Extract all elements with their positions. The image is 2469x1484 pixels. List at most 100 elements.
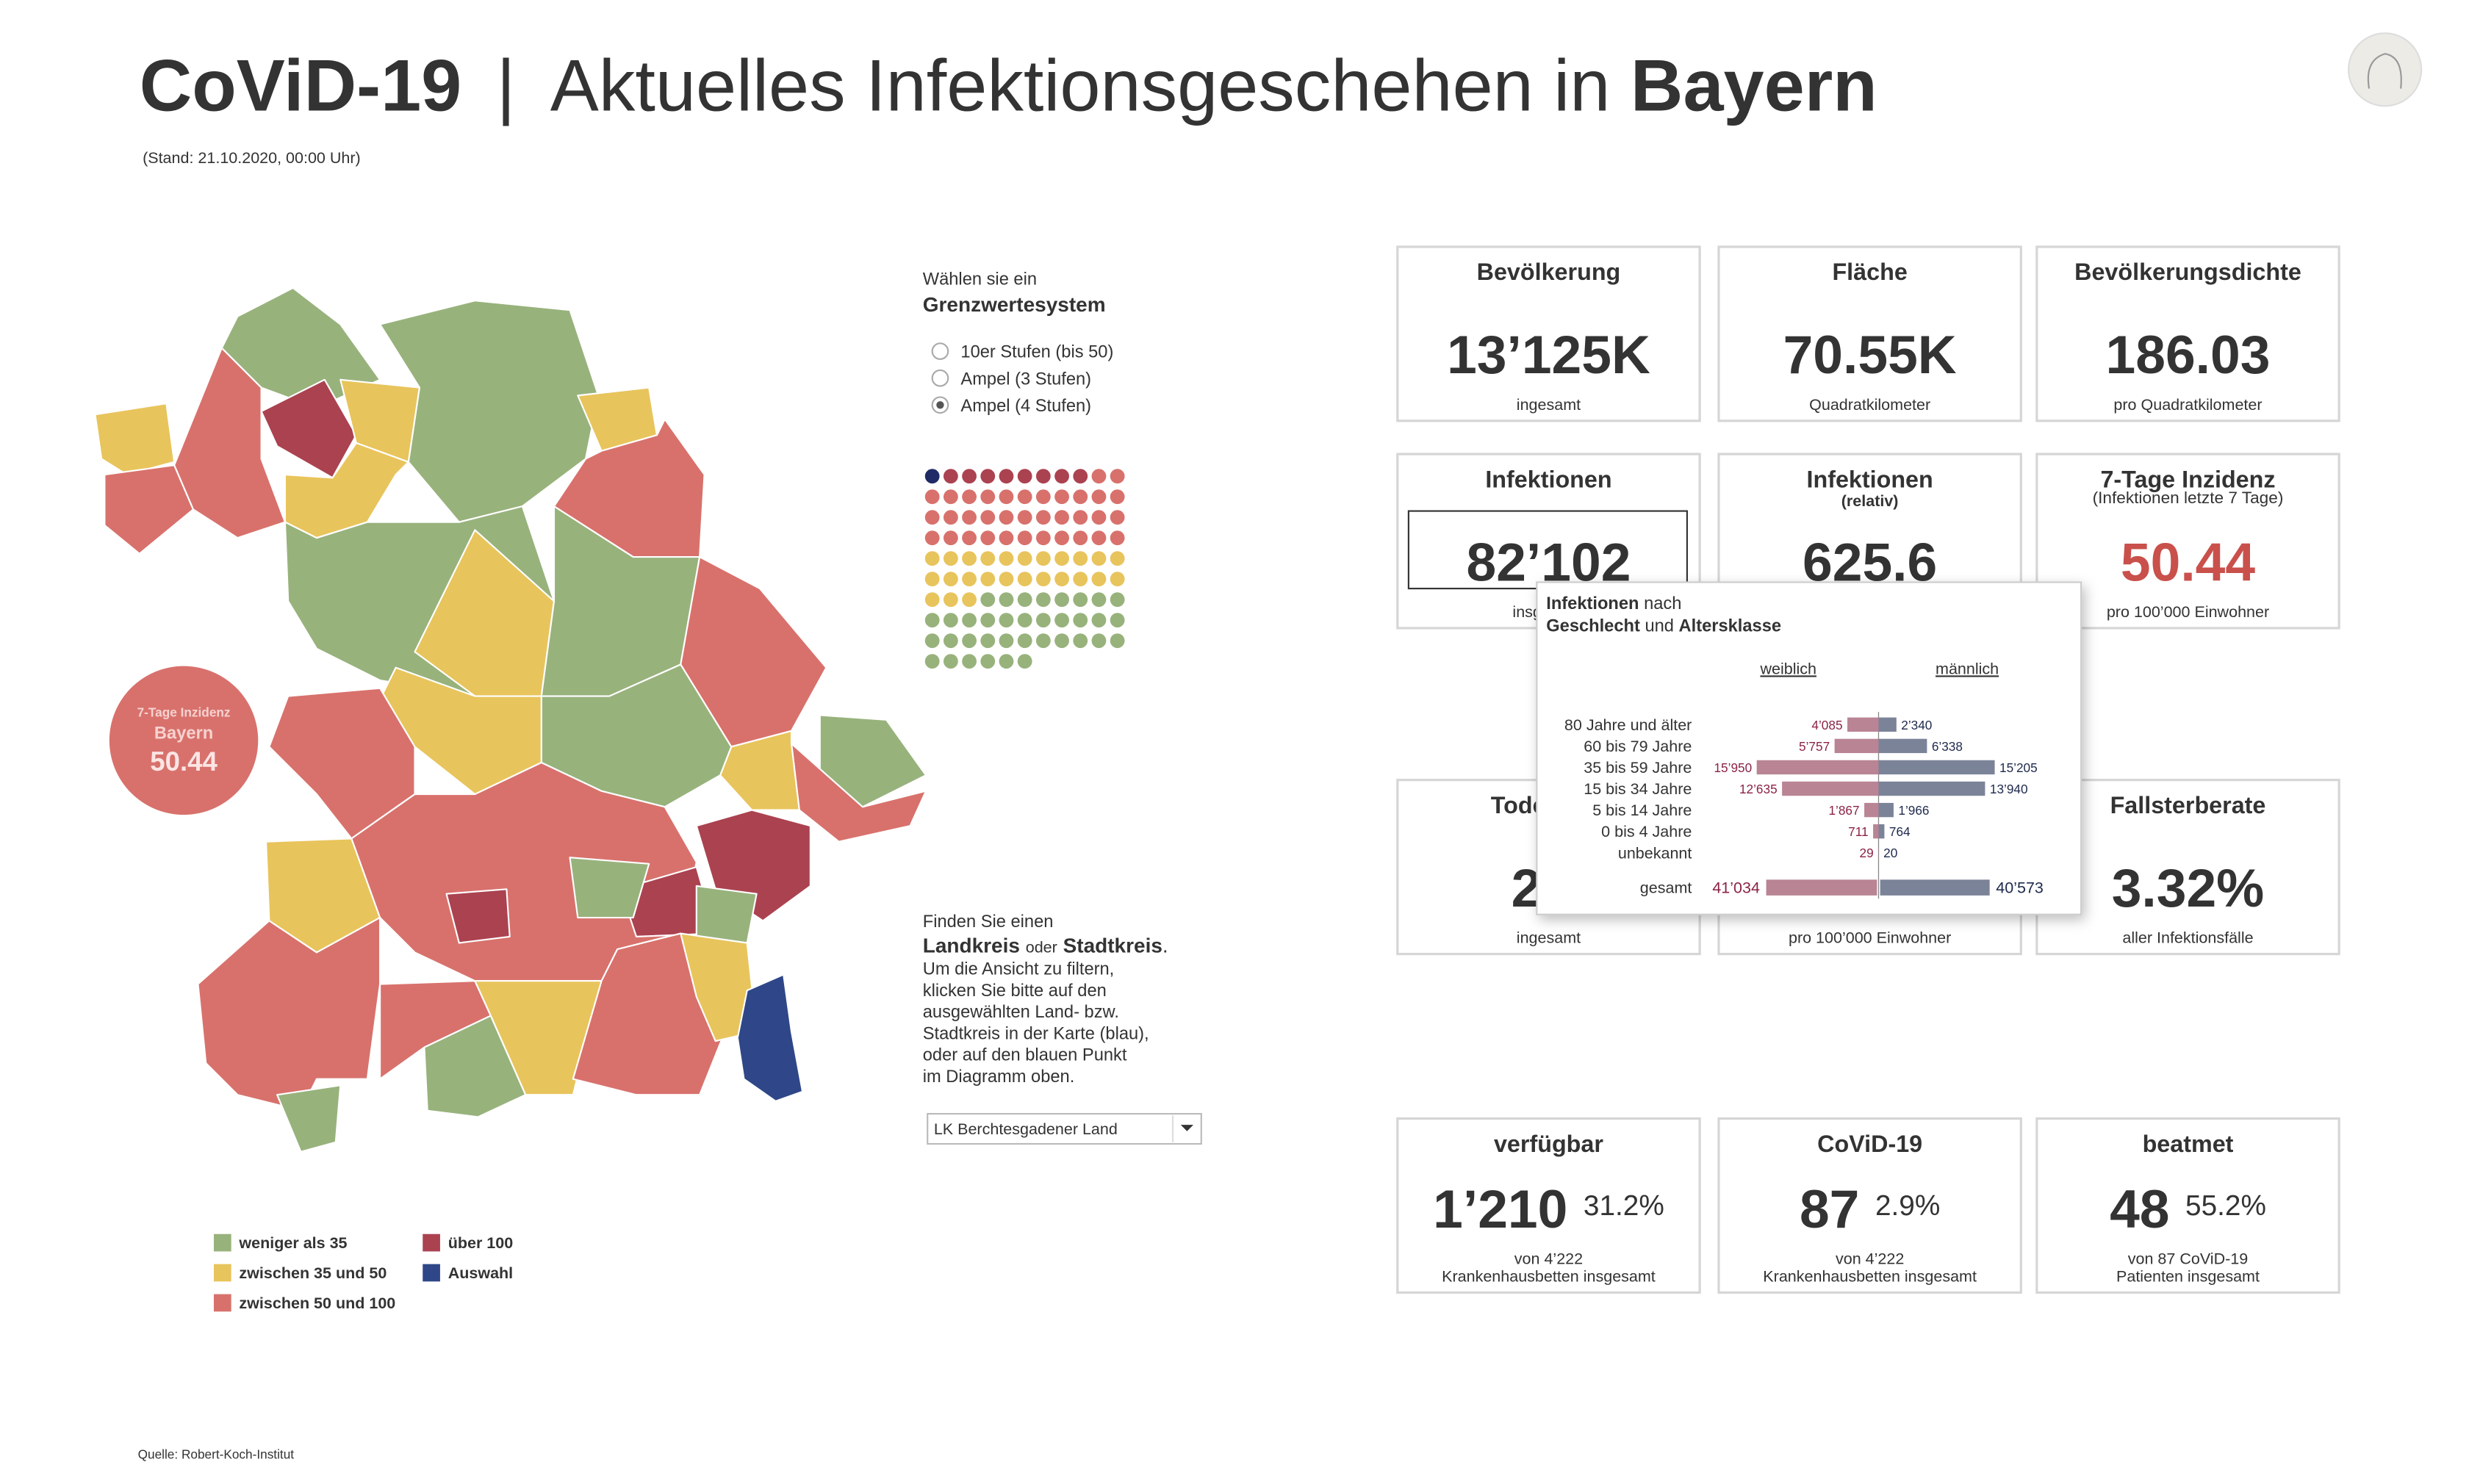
dot[interactable] [1017, 530, 1032, 546]
dot[interactable] [1073, 551, 1088, 566]
dot[interactable] [1110, 530, 1125, 546]
dot[interactable] [1073, 633, 1088, 649]
dot[interactable] [1017, 551, 1032, 566]
dot[interactable] [1035, 551, 1051, 566]
radio-button[interactable] [931, 342, 949, 360]
dot[interactable] [1054, 469, 1069, 484]
dot[interactable] [1110, 551, 1125, 566]
dot[interactable] [924, 469, 940, 484]
dot[interactable] [1110, 489, 1125, 505]
dot[interactable] [999, 592, 1014, 608]
dot[interactable] [943, 633, 958, 649]
dot[interactable] [1035, 469, 1051, 484]
dot[interactable] [1073, 572, 1088, 587]
dot[interactable] [1110, 469, 1125, 484]
dot[interactable] [1091, 469, 1107, 484]
dot[interactable] [1091, 510, 1107, 525]
dot[interactable] [1035, 633, 1051, 649]
dot[interactable] [1017, 469, 1032, 484]
dot[interactable] [980, 551, 996, 566]
district[interactable] [423, 1015, 527, 1118]
dot[interactable] [943, 530, 958, 546]
dropdown-box[interactable] [927, 1113, 1202, 1145]
dot[interactable] [999, 613, 1014, 628]
dot[interactable] [1110, 510, 1125, 525]
dot[interactable] [943, 592, 958, 608]
dot[interactable] [999, 572, 1014, 587]
dot[interactable] [1035, 613, 1051, 628]
district-dropdown[interactable]: LK Berchtesgadener Land [927, 1113, 1202, 1145]
dot[interactable] [924, 489, 940, 505]
dot[interactable] [1073, 530, 1088, 546]
district[interactable] [276, 1084, 342, 1153]
radio-button[interactable] [931, 369, 949, 387]
district[interactable] [569, 857, 650, 919]
dot[interactable] [1073, 489, 1088, 505]
dot[interactable] [1035, 592, 1051, 608]
dot[interactable] [943, 489, 958, 505]
dot[interactable] [924, 572, 940, 587]
dot[interactable] [1091, 613, 1107, 628]
dot[interactable] [943, 510, 958, 525]
dot[interactable] [1091, 489, 1107, 505]
dot[interactable] [1017, 489, 1032, 505]
dot[interactable] [999, 530, 1014, 546]
dot[interactable] [1091, 592, 1107, 608]
dot[interactable] [924, 613, 940, 628]
district[interactable] [680, 932, 758, 1042]
dot[interactable] [980, 469, 996, 484]
dot[interactable] [962, 572, 977, 587]
dot[interactable] [962, 633, 977, 649]
dot[interactable] [962, 469, 977, 484]
dot[interactable] [962, 489, 977, 505]
dot[interactable] [1091, 572, 1107, 587]
dot[interactable] [1017, 654, 1032, 669]
dot[interactable] [980, 633, 996, 649]
dot[interactable] [1035, 572, 1051, 587]
dot[interactable] [1035, 489, 1051, 505]
dot[interactable] [1054, 572, 1069, 587]
dot[interactable] [1054, 530, 1069, 546]
dot[interactable] [1073, 469, 1088, 484]
dot[interactable] [1091, 530, 1107, 546]
dot[interactable] [1091, 633, 1107, 649]
dot[interactable] [924, 633, 940, 649]
dot[interactable] [924, 551, 940, 566]
dot[interactable] [1110, 633, 1125, 649]
district[interactable] [474, 980, 603, 1096]
dot[interactable] [1110, 572, 1125, 587]
dot[interactable] [943, 572, 958, 587]
dot[interactable] [999, 633, 1014, 649]
dot[interactable] [1073, 613, 1088, 628]
dot[interactable] [980, 572, 996, 587]
dot[interactable] [1091, 551, 1107, 566]
district[interactable] [445, 888, 511, 944]
dot[interactable] [1017, 613, 1032, 628]
dot[interactable] [1054, 592, 1069, 608]
dot[interactable] [924, 654, 940, 669]
dot[interactable] [962, 592, 977, 608]
district[interactable] [379, 300, 600, 523]
dot[interactable] [980, 654, 996, 669]
dot[interactable] [980, 510, 996, 525]
dropdown-arrow[interactable] [1180, 1125, 1194, 1131]
dot[interactable] [1017, 592, 1032, 608]
dot[interactable] [980, 530, 996, 546]
radio-label[interactable]: Ampel (3 Stufen) [960, 370, 1091, 389]
district[interactable] [104, 464, 195, 555]
radio-label[interactable]: 10er Stufen (bis 50) [960, 343, 1113, 362]
dot[interactable] [999, 654, 1014, 669]
dot[interactable] [1054, 489, 1069, 505]
dot[interactable] [999, 469, 1014, 484]
dot[interactable] [943, 654, 958, 669]
dot[interactable] [999, 489, 1014, 505]
dot[interactable] [980, 613, 996, 628]
dot[interactable] [943, 469, 958, 484]
district[interactable] [819, 714, 927, 808]
district[interactable] [173, 347, 286, 539]
dot[interactable] [962, 613, 977, 628]
dot[interactable] [962, 530, 977, 546]
dot[interactable] [1054, 510, 1069, 525]
dot[interactable] [1054, 613, 1069, 628]
dot[interactable] [999, 510, 1014, 525]
